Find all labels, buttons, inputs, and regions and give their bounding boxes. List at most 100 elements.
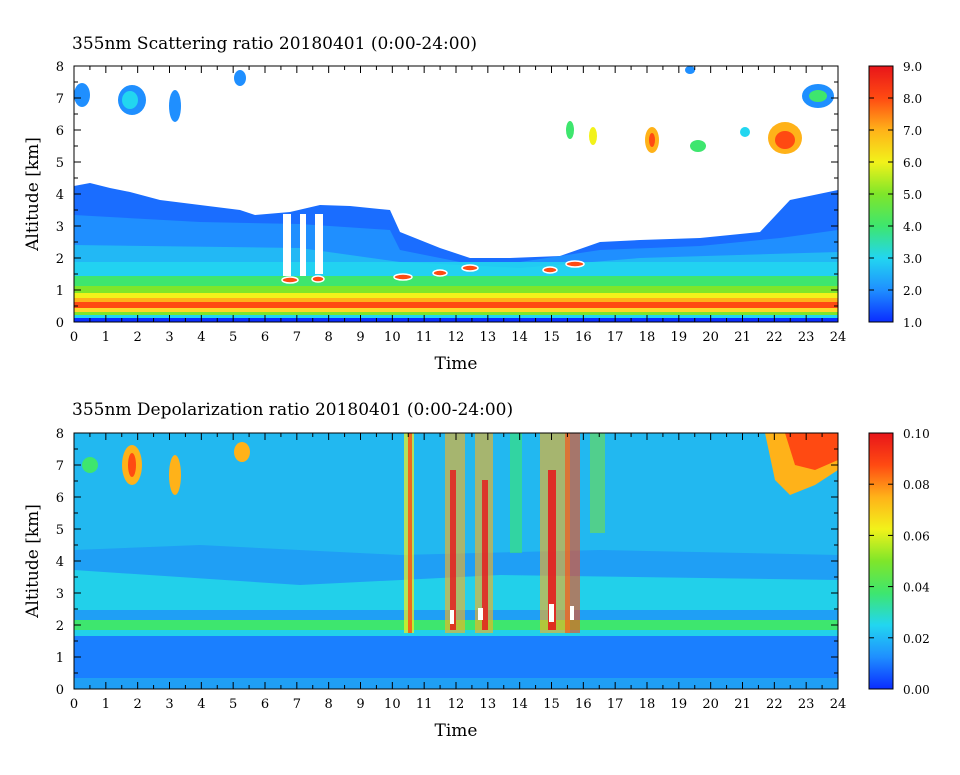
x-tick-label: 0 bbox=[70, 697, 78, 712]
heatmap-field bbox=[74, 433, 838, 689]
y-tick-label: 8 bbox=[56, 427, 64, 442]
colorbar-tick-label: 0.06 bbox=[903, 529, 930, 543]
x-tick-label: 21 bbox=[734, 330, 751, 345]
x-tick-label: 18 bbox=[639, 330, 656, 345]
chart-title: 355nm Scattering ratio 20180401 (0:00-24… bbox=[72, 34, 477, 54]
x-tick-label: 16 bbox=[575, 697, 592, 712]
colorbar-tick-label: 2.0 bbox=[903, 284, 922, 298]
x-tick-label: 14 bbox=[511, 697, 528, 712]
colorbar-tick-label: 5.0 bbox=[903, 188, 922, 202]
colorbar-gradient bbox=[868, 432, 894, 690]
y-tick-label: 2 bbox=[56, 619, 64, 634]
x-tick-label: 17 bbox=[607, 330, 624, 345]
x-axis-ticks: 0 1 2 3 4 5 6 7 8 9 10 11 12 13 14 15 16 17 18 19 20 21 22 23 24 bbox=[70, 433, 846, 712]
x-tick-label: 3 bbox=[165, 330, 173, 345]
y-tick-label: 3 bbox=[56, 220, 64, 235]
depolarization-ratio-panel: 355nm Depolarization ratio 20180401 (0:0… bbox=[23, 400, 930, 741]
x-tick-label: 7 bbox=[293, 697, 301, 712]
x-tick-label: 8 bbox=[325, 330, 333, 345]
x-tick-label: 9 bbox=[356, 330, 364, 345]
colorbar-tick-label: 0.10 bbox=[903, 427, 930, 441]
y-tick-label: 5 bbox=[56, 156, 64, 171]
y-tick-label: 2 bbox=[56, 252, 64, 267]
x-tick-label: 1 bbox=[102, 330, 110, 345]
x-tick-label: 11 bbox=[416, 697, 433, 712]
x-tick-label: 24 bbox=[830, 330, 847, 345]
colorbar-tick-label: 3.0 bbox=[903, 252, 922, 266]
colorbar: 0.00 0.02 0.04 0.06 0.08 0.10 bbox=[868, 427, 930, 697]
y-tick-label: 6 bbox=[56, 124, 64, 139]
colorbar-tick-label: 8.0 bbox=[903, 92, 922, 106]
x-tick-label: 1 bbox=[102, 697, 110, 712]
y-tick-label: 4 bbox=[56, 188, 64, 203]
y-tick-label: 5 bbox=[56, 523, 64, 538]
x-tick-label: 6 bbox=[261, 697, 269, 712]
x-tick-label: 5 bbox=[229, 697, 237, 712]
y-axis-label: Altitude [km] bbox=[23, 504, 43, 619]
x-tick-label: 11 bbox=[416, 330, 433, 345]
y-tick-label: 0 bbox=[56, 316, 64, 331]
x-tick-label: 12 bbox=[448, 697, 465, 712]
y-tick-label: 4 bbox=[56, 555, 64, 570]
x-tick-label: 16 bbox=[575, 330, 592, 345]
x-tick-label: 7 bbox=[293, 330, 301, 345]
x-tick-label: 15 bbox=[543, 330, 560, 345]
x-tick-label: 17 bbox=[607, 697, 624, 712]
scattering-ratio-panel: 355nm Scattering ratio 20180401 (0:00-24… bbox=[23, 34, 922, 374]
x-tick-label: 22 bbox=[766, 697, 783, 712]
colorbar-ticks: 1.0 2.0 3.0 4.0 5.0 6.0 7.0 8.0 9.0 bbox=[869, 60, 922, 330]
x-tick-label: 24 bbox=[830, 697, 847, 712]
x-axis-label: Time bbox=[435, 354, 478, 374]
x-tick-label: 2 bbox=[134, 330, 142, 345]
x-tick-label: 20 bbox=[702, 697, 719, 712]
x-tick-label: 23 bbox=[798, 330, 815, 345]
x-tick-label: 0 bbox=[70, 330, 78, 345]
colorbar-tick-label: 7.0 bbox=[903, 124, 922, 138]
x-tick-label: 20 bbox=[702, 330, 719, 345]
x-tick-label: 19 bbox=[671, 697, 688, 712]
x-tick-label: 5 bbox=[229, 330, 237, 345]
y-tick-label: 7 bbox=[56, 92, 64, 107]
x-tick-label: 6 bbox=[261, 330, 269, 345]
y-axis-ticks: 0 1 2 3 4 5 6 7 8 bbox=[56, 427, 838, 698]
x-tick-label: 9 bbox=[356, 697, 364, 712]
colorbar-tick-label: 4.0 bbox=[903, 220, 922, 234]
y-tick-label: 0 bbox=[56, 683, 64, 698]
y-tick-label: 1 bbox=[56, 284, 64, 299]
y-tick-label: 8 bbox=[56, 60, 64, 75]
x-tick-label: 13 bbox=[480, 330, 497, 345]
y-tick-label: 7 bbox=[56, 459, 64, 474]
colorbar-tick-label: 0.04 bbox=[903, 581, 930, 595]
x-tick-label: 10 bbox=[384, 697, 401, 712]
x-tick-label: 2 bbox=[134, 697, 142, 712]
x-tick-label: 13 bbox=[480, 697, 497, 712]
x-tick-label: 8 bbox=[325, 697, 333, 712]
x-tick-label: 23 bbox=[798, 697, 815, 712]
y-tick-label: 6 bbox=[56, 491, 64, 506]
x-tick-label: 4 bbox=[197, 330, 205, 345]
colorbar: 1.0 2.0 3.0 4.0 5.0 6.0 7.0 8.0 9.0 bbox=[868, 60, 922, 330]
x-tick-label: 21 bbox=[734, 697, 751, 712]
x-tick-label: 18 bbox=[639, 697, 656, 712]
x-axis-ticks: 0 1 2 3 4 5 6 7 8 9 10 11 12 13 14 15 16 17 18 19 20 21 22 23 24 bbox=[70, 66, 846, 345]
colorbar-tick-label: 0.02 bbox=[903, 632, 930, 646]
colorbar-tick-label: 0.00 bbox=[903, 683, 930, 697]
y-tick-label: 3 bbox=[56, 587, 64, 602]
colorbar-tick-label: 9.0 bbox=[903, 60, 922, 74]
x-tick-label: 22 bbox=[766, 330, 783, 345]
x-tick-label: 14 bbox=[511, 330, 528, 345]
colorbar-tick-label: 1.0 bbox=[903, 316, 922, 330]
chart-title: 355nm Depolarization ratio 20180401 (0:0… bbox=[72, 400, 513, 420]
y-tick-label: 1 bbox=[56, 651, 64, 666]
colorbar-ticks: 0.00 0.02 0.04 0.06 0.08 0.10 bbox=[869, 427, 930, 697]
x-tick-label: 3 bbox=[165, 697, 173, 712]
y-axis-ticks: 0 1 2 3 4 5 6 7 8 bbox=[56, 60, 838, 331]
x-tick-label: 15 bbox=[543, 697, 560, 712]
x-tick-label: 19 bbox=[671, 330, 688, 345]
x-axis-label: Time bbox=[435, 721, 478, 741]
x-tick-label: 12 bbox=[448, 330, 465, 345]
y-axis-label: Altitude [km] bbox=[23, 137, 43, 252]
colorbar-tick-label: 0.08 bbox=[903, 478, 930, 492]
